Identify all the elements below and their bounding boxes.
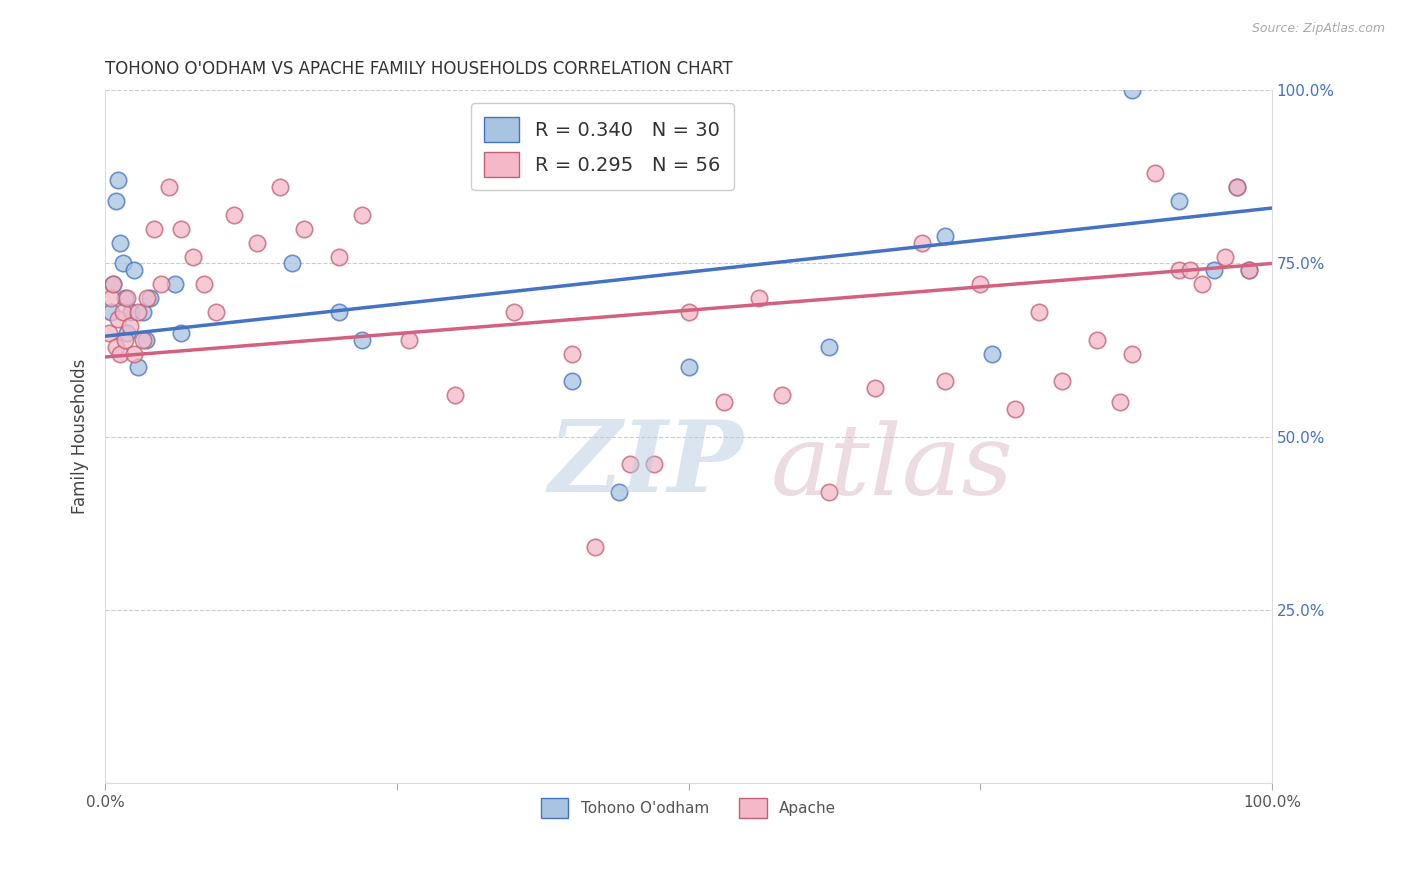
- Point: [1109, 395, 1132, 409]
- Point: [110, 235, 132, 250]
- Point: [502, 305, 524, 319]
- Point: [107, 173, 129, 187]
- Text: TOHONO O'ODHAM VS APACHE FAMILY HOUSEHOLDS CORRELATION CHART: TOHONO O'ODHAM VS APACHE FAMILY HOUSEHOL…: [105, 60, 733, 78]
- Point: [131, 305, 153, 319]
- Point: [678, 305, 700, 319]
- Point: [350, 333, 373, 347]
- Point: [222, 208, 245, 222]
- Point: [170, 326, 193, 340]
- Point: [114, 333, 136, 347]
- Point: [127, 360, 149, 375]
- Point: [165, 277, 187, 292]
- Point: [863, 381, 886, 395]
- Point: [1028, 305, 1050, 319]
- Point: [1167, 194, 1189, 208]
- Point: [561, 346, 583, 360]
- Point: [124, 263, 146, 277]
- Point: [1226, 180, 1249, 194]
- Point: [1202, 263, 1225, 277]
- Y-axis label: Family Households: Family Households: [72, 359, 89, 515]
- Point: [934, 228, 956, 243]
- Point: [104, 194, 127, 208]
- Point: [1237, 263, 1260, 277]
- Point: [111, 256, 134, 270]
- Point: [817, 485, 839, 500]
- Point: [1050, 374, 1073, 388]
- Point: [205, 305, 228, 319]
- Point: [1085, 333, 1108, 347]
- Point: [1191, 277, 1213, 292]
- Point: [103, 277, 125, 292]
- Point: [678, 360, 700, 375]
- Point: [97, 326, 120, 340]
- Point: [110, 346, 132, 360]
- Point: [561, 374, 583, 388]
- Point: [114, 291, 136, 305]
- Point: [1167, 263, 1189, 277]
- Point: [444, 388, 467, 402]
- Point: [120, 305, 142, 319]
- Point: [1121, 346, 1143, 360]
- Point: [934, 374, 956, 388]
- Point: [328, 250, 350, 264]
- Point: [100, 291, 122, 305]
- Point: [181, 250, 204, 264]
- Point: [817, 340, 839, 354]
- Point: [281, 256, 304, 270]
- Point: [246, 235, 269, 250]
- Point: [643, 458, 665, 472]
- Text: Source: ZipAtlas.com: Source: ZipAtlas.com: [1251, 22, 1385, 36]
- Point: [1004, 401, 1026, 416]
- Point: [111, 305, 134, 319]
- Point: [980, 346, 1002, 360]
- Point: [138, 291, 160, 305]
- Point: [583, 541, 606, 555]
- Point: [969, 277, 991, 292]
- Point: [713, 395, 735, 409]
- Point: [1237, 263, 1260, 277]
- Point: [1213, 250, 1236, 264]
- Point: [269, 180, 291, 194]
- Text: ZIP: ZIP: [548, 416, 744, 513]
- Point: [292, 222, 315, 236]
- Point: [150, 277, 173, 292]
- Point: [117, 326, 139, 340]
- Point: [193, 277, 215, 292]
- Point: [100, 305, 122, 319]
- Point: [170, 222, 193, 236]
- Point: [1144, 166, 1167, 180]
- Point: [607, 485, 630, 500]
- Point: [1226, 180, 1249, 194]
- Point: [104, 340, 127, 354]
- Point: [328, 305, 350, 319]
- Point: [118, 318, 141, 333]
- Point: [143, 222, 166, 236]
- Point: [1180, 263, 1202, 277]
- Point: [770, 388, 793, 402]
- Point: [103, 277, 125, 292]
- Point: [157, 180, 180, 194]
- Text: atlas: atlas: [770, 420, 1012, 516]
- Point: [135, 333, 157, 347]
- Point: [136, 291, 159, 305]
- Legend: Tohono O'odham, Apache: Tohono O'odham, Apache: [534, 792, 842, 824]
- Point: [911, 235, 934, 250]
- Point: [127, 305, 149, 319]
- Point: [117, 291, 139, 305]
- Point: [748, 291, 770, 305]
- Point: [398, 333, 420, 347]
- Point: [350, 208, 373, 222]
- Point: [619, 458, 641, 472]
- Point: [124, 346, 146, 360]
- Point: [131, 333, 153, 347]
- Point: [107, 311, 129, 326]
- Point: [1121, 83, 1143, 97]
